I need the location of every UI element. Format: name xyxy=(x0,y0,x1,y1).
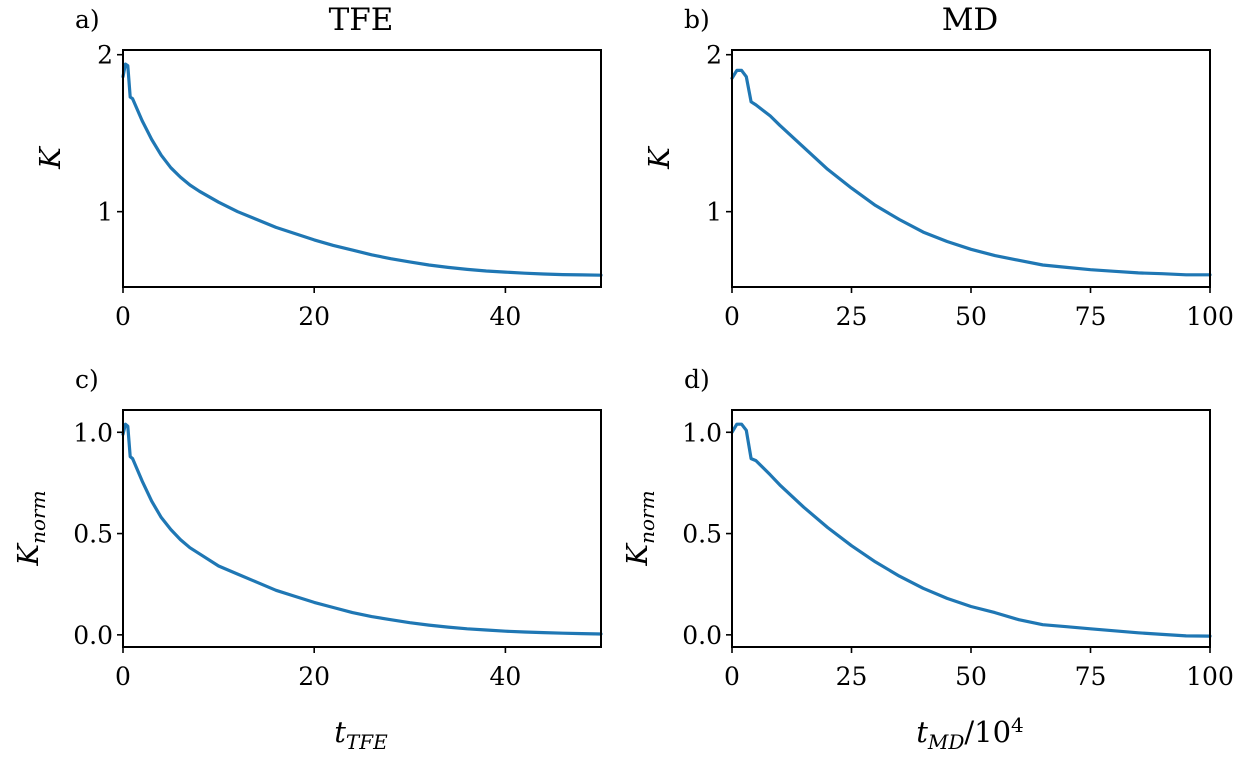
ylabel-c: Knorm xyxy=(11,490,50,566)
y-tick-label-c-2: 1.0 xyxy=(73,418,113,447)
y-tick-label-d-2: 1.0 xyxy=(682,418,722,447)
y-tick-label-a-0: 1 xyxy=(97,198,113,227)
panel-label-c: c) xyxy=(75,365,99,394)
x-tick-label-a-1: 20 xyxy=(298,302,330,331)
ylabel-b: K xyxy=(642,145,676,170)
x-tick-label-b-0: 0 xyxy=(724,302,740,331)
panel-a: 0 20 40 1 2 a) xyxy=(75,5,603,331)
x-tick-label-b-2: 50 xyxy=(955,302,987,331)
y-tick-label-b-1: 2 xyxy=(706,41,722,70)
panel-d: 0 25 50 75 100 0.0 0.5 1.0 d) xyxy=(682,365,1234,691)
y-tick-label-a-1: 2 xyxy=(97,41,113,70)
x-tick-label-a-2: 40 xyxy=(489,302,521,331)
ylabel-a: K xyxy=(33,145,67,170)
x-tick-label-c-1: 20 xyxy=(298,662,330,691)
series-line-b-0 xyxy=(730,68,1212,277)
x-tick-label-d-0: 0 xyxy=(724,662,740,691)
xlabel-d: tMD/104 xyxy=(916,713,1024,754)
x-tick-label-d-3: 75 xyxy=(1075,662,1107,691)
x-tick-label-c-2: 40 xyxy=(489,662,521,691)
x-tick-label-d-1: 25 xyxy=(836,662,868,691)
series-line-a-0 xyxy=(121,62,603,277)
ylabel-d: Knorm xyxy=(620,490,659,566)
x-tick-label-c-0: 0 xyxy=(115,662,131,691)
x-tick-label-b-1: 25 xyxy=(836,302,868,331)
y-tick-label-d-0: 0.0 xyxy=(682,621,722,650)
plot-frame-c xyxy=(122,409,602,648)
x-tick-label-b-4: 100 xyxy=(1186,302,1234,331)
column-title-tfe: TFE xyxy=(329,2,394,38)
series-line-c-0 xyxy=(121,422,603,636)
y-tick-label-c-1: 0.5 xyxy=(73,520,113,549)
panel-label-b: b) xyxy=(684,5,710,34)
series-line-d-0 xyxy=(730,422,1212,638)
x-tick-label-d-4: 100 xyxy=(1186,662,1234,691)
plot-frame-d xyxy=(731,409,1211,648)
panel-label-d: d) xyxy=(684,365,710,394)
y-tick-label-d-1: 0.5 xyxy=(682,520,722,549)
plot-frame-b xyxy=(731,49,1211,288)
panel-c: 0 20 40 0.0 0.5 1.0 c) xyxy=(73,365,603,691)
panel-b: 0 25 50 75 100 1 2 b) xyxy=(684,5,1234,331)
column-title-md: MD xyxy=(942,2,999,38)
plot-frame-a xyxy=(122,49,602,288)
x-tick-label-a-0: 0 xyxy=(115,302,131,331)
xlabel-c: tTFE xyxy=(334,715,388,754)
panel-label-a: a) xyxy=(75,5,100,34)
x-tick-label-b-3: 75 xyxy=(1075,302,1107,331)
x-tick-label-d-2: 50 xyxy=(955,662,987,691)
y-tick-label-c-0: 0.0 xyxy=(73,621,113,650)
y-tick-label-b-0: 1 xyxy=(706,198,722,227)
